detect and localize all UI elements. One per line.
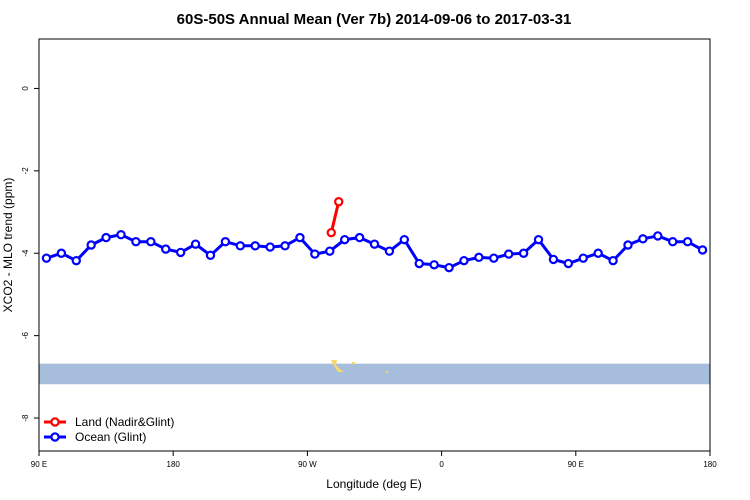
legend-marker <box>50 432 60 442</box>
legend-label: Land (Nadir&Glint) <box>75 415 174 429</box>
x-tick-label: 90 E <box>568 460 584 469</box>
series-point <box>384 246 395 256</box>
y-tick-label: -2 <box>21 167 30 175</box>
series-point <box>459 255 469 266</box>
series-point <box>71 255 81 266</box>
legend-marker <box>50 417 60 427</box>
series-point <box>146 237 156 247</box>
land-patch <box>331 360 344 372</box>
plot-frame <box>38 38 711 452</box>
series-point <box>638 234 648 244</box>
x-axis-label: Longitude (deg E) <box>326 477 421 491</box>
series-point <box>250 241 260 251</box>
y-axis: 0 -2 -4 -6 -8 <box>21 86 39 422</box>
series-point <box>280 241 290 251</box>
y-tick-label: -4 <box>21 249 30 257</box>
x-tick-label: 90 E <box>31 460 47 469</box>
series-point <box>608 255 618 266</box>
series-point <box>474 252 484 263</box>
land-patch <box>352 362 355 364</box>
map-strip <box>39 360 710 385</box>
series-point <box>116 229 126 240</box>
series-point <box>504 249 514 259</box>
series-point <box>235 241 245 251</box>
series-point <box>175 247 186 258</box>
series-point <box>131 237 141 247</box>
series-point <box>101 232 111 243</box>
series-point <box>265 242 275 252</box>
series-point <box>334 197 344 207</box>
series-point <box>593 248 603 258</box>
series-point <box>548 254 559 265</box>
series-point <box>682 237 693 247</box>
x-tick-label: 180 <box>167 460 181 469</box>
series-point <box>668 237 678 247</box>
series-point <box>295 232 305 243</box>
y-tick-label: -8 <box>21 414 30 422</box>
land-patch <box>386 371 388 373</box>
series-point <box>161 244 171 254</box>
ocean-strip <box>39 363 710 385</box>
series-point <box>325 246 335 256</box>
chart-title: 60S-50S Annual Mean (Ver 7b) 2014-09-06 … <box>177 11 572 28</box>
series-point <box>563 258 574 269</box>
series-point <box>414 258 424 269</box>
x-tick-label: 0 <box>439 460 444 469</box>
series-point <box>429 260 439 270</box>
series-layer <box>41 197 708 273</box>
series-point <box>354 232 365 243</box>
series-point <box>369 239 380 249</box>
series-point <box>190 239 201 249</box>
series-point <box>205 250 216 260</box>
series-point <box>489 253 499 263</box>
series-point <box>444 262 454 273</box>
legend-label: Ocean (Glint) <box>75 430 146 444</box>
series-point <box>578 253 588 263</box>
series-point <box>41 253 52 263</box>
series-point <box>623 240 633 250</box>
y-tick-label: 0 <box>21 86 30 91</box>
series-point <box>653 231 663 241</box>
series-point <box>339 234 350 245</box>
series-point <box>56 248 67 258</box>
series-point <box>518 248 529 258</box>
y-axis-label: XCO2 - MLO trend (ppm) <box>1 178 15 313</box>
series-point <box>310 249 320 259</box>
series-point <box>533 234 544 245</box>
legend: Land (Nadir&Glint)Ocean (Glint) <box>44 415 174 444</box>
series-point <box>697 245 708 255</box>
x-tick-label: 90 W <box>298 460 317 469</box>
series-line <box>329 201 341 233</box>
series-point <box>220 237 231 247</box>
series-point <box>399 234 410 245</box>
y-tick-label: -6 <box>21 332 30 340</box>
x-axis: 90 E 180 90 W 0 90 E 180 <box>31 451 717 469</box>
x-tick-label: 180 <box>703 460 717 469</box>
series-point <box>86 240 96 250</box>
series-point <box>326 227 336 238</box>
